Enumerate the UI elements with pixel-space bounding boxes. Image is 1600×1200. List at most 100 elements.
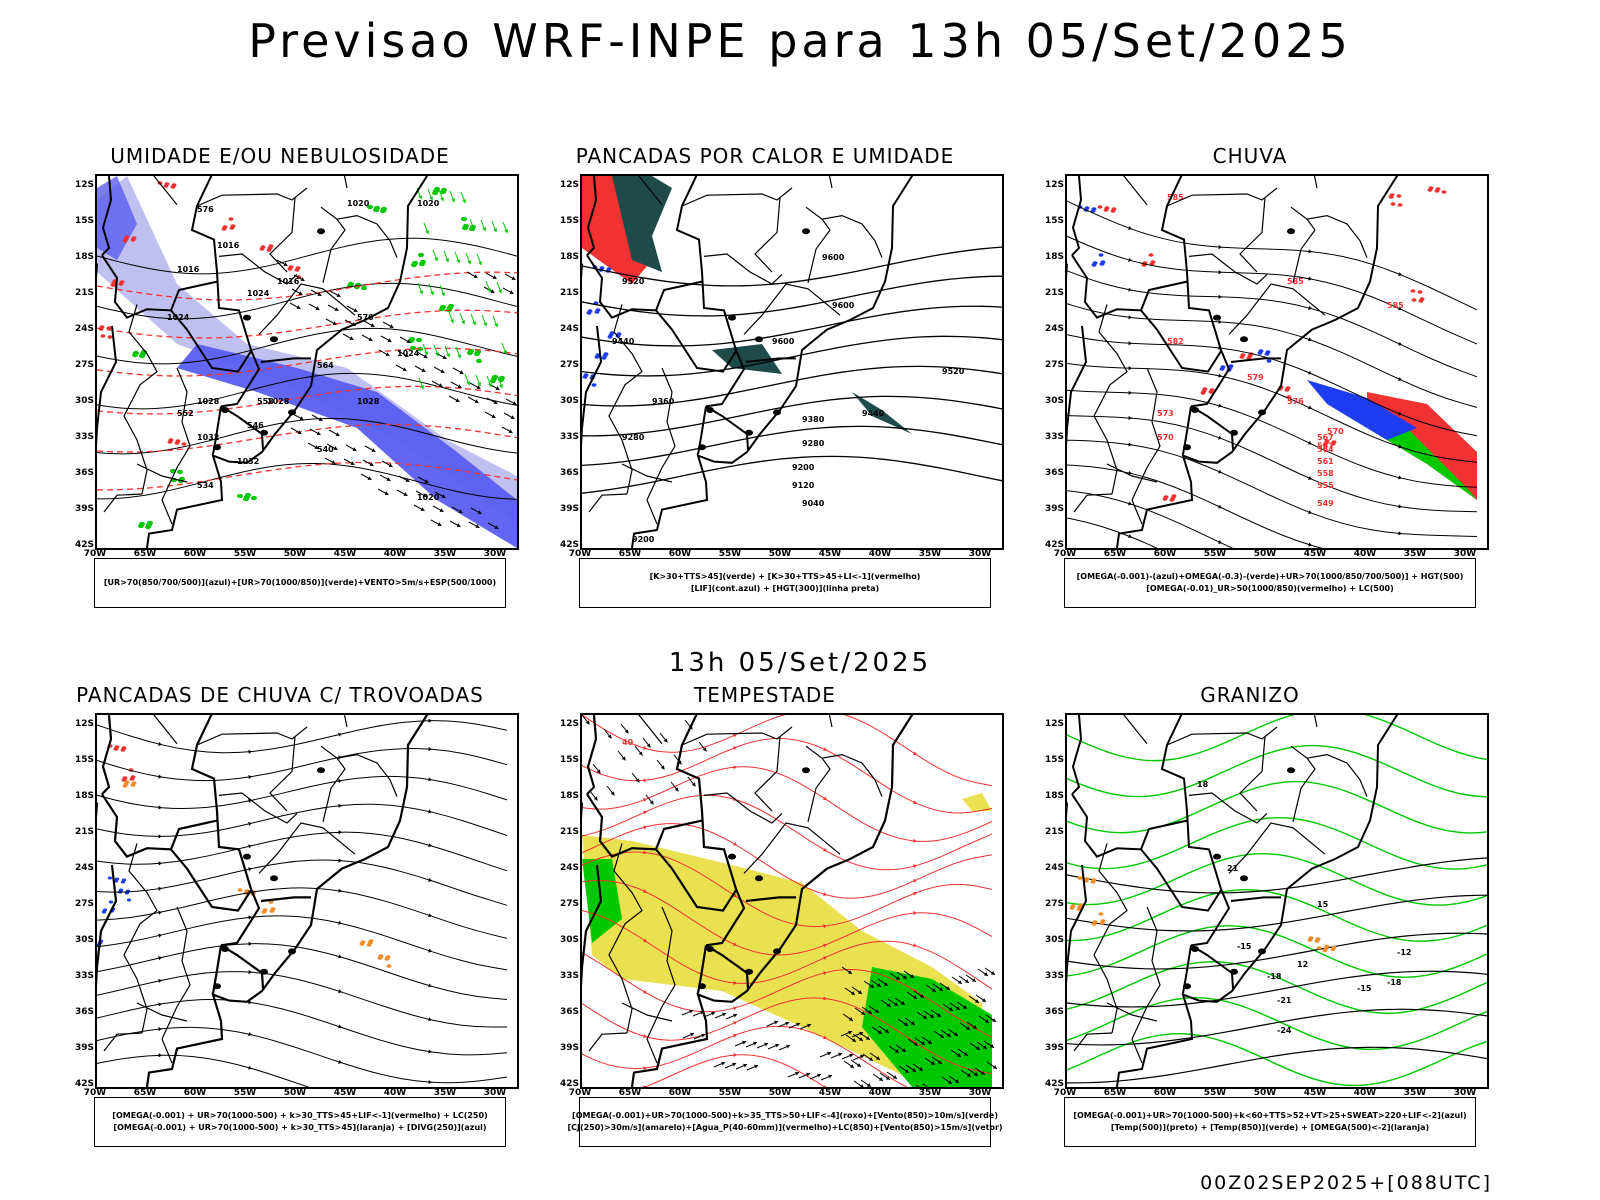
flow-arrow — [823, 956, 827, 960]
contour-line — [582, 365, 1002, 407]
red-convection-cell — [129, 777, 135, 781]
state-border — [101, 254, 218, 319]
streamline — [1067, 235, 1478, 345]
longitude-label: 30W — [1453, 549, 1477, 559]
latitude-label: 15S — [1044, 216, 1064, 226]
red-thickness-cell — [130, 238, 136, 242]
flow-arrow — [428, 877, 432, 882]
red-thickness-cell — [100, 334, 106, 338]
latitude-label: 24S — [74, 863, 94, 873]
red-precip-cell — [1411, 298, 1417, 302]
contour-line — [97, 462, 517, 500]
longitude-label: 40W — [1353, 549, 1377, 559]
streamline — [97, 998, 508, 1056]
wind-vector-head — [638, 751, 643, 756]
latitude-label: 36S — [74, 1007, 94, 1017]
red-thickness-cell — [107, 335, 113, 339]
latitude-label: 42S — [1044, 540, 1064, 550]
latitude-label: 15S — [74, 216, 94, 226]
longitude-label: 35W — [433, 549, 457, 559]
state-border — [1188, 253, 1268, 285]
latitude-label: 12S — [559, 180, 579, 190]
longitude-label: 55W — [233, 1088, 257, 1098]
green-humidity-cell — [145, 524, 151, 530]
contour-line — [582, 305, 1002, 347]
legend-box: [UR>70(850/700/500)](azul)+[UR>70(1000/8… — [94, 558, 506, 608]
flow-arrow — [643, 1066, 647, 1071]
state-border — [1093, 304, 1128, 495]
wind-vector-head — [849, 1064, 854, 1068]
streamline — [582, 879, 993, 956]
wind-vector-head — [494, 323, 499, 328]
orange-omega-cell — [1076, 907, 1082, 911]
contour-line — [97, 417, 517, 455]
wind-vector-head — [945, 986, 950, 990]
latitude-label: 18S — [74, 252, 94, 262]
wind-vector-head — [405, 478, 410, 482]
contour-label: 9600 — [822, 253, 845, 262]
orange-omega — [1069, 876, 1337, 953]
longitude-label: 70W — [1053, 1088, 1077, 1098]
flow-arrow — [1128, 366, 1132, 371]
flow-arrow — [1128, 415, 1132, 420]
lake-marker — [1191, 946, 1199, 952]
streamline — [97, 775, 508, 809]
contour-line — [1067, 961, 1487, 1015]
wind-vector-head — [689, 1009, 694, 1014]
state-border — [196, 187, 308, 207]
wind-vector-head — [593, 796, 598, 801]
latitude-label: 39S — [74, 504, 94, 514]
green-humidity-cell — [467, 350, 473, 356]
wind-vector-head — [971, 978, 976, 982]
wind-vector-head — [691, 782, 696, 787]
lake-marker — [213, 444, 221, 451]
wind-vector-head — [902, 975, 907, 979]
wind-vector-head — [318, 417, 323, 421]
streamline — [97, 1026, 508, 1084]
wind-vector-head — [446, 353, 451, 358]
flow-arrow — [1218, 270, 1222, 275]
wind-vector-head — [733, 1013, 738, 1018]
forecast-time-title: 13h 05/Set/2025 — [668, 648, 932, 678]
flow-arrow — [248, 1065, 252, 1070]
longitude-label: 40W — [868, 1088, 892, 1098]
wind-vector-head — [386, 477, 391, 481]
latitude-label: 36S — [1044, 468, 1064, 478]
contour-label: 1032 — [197, 433, 219, 442]
lake-marker — [1258, 948, 1266, 955]
flow-arrow — [338, 778, 342, 784]
contour-label: 576 — [1287, 397, 1304, 406]
map-frame: -12 -15 -18 -21 -24 -18 -15 12 15 18 21 — [1065, 713, 1489, 1089]
wind-vector-head — [635, 778, 640, 783]
flow-arrow — [1308, 276, 1312, 281]
latitude-label: 15S — [1044, 755, 1064, 765]
lake-marker — [773, 948, 781, 955]
longitude-label: 35W — [433, 1088, 457, 1098]
lake-marker — [243, 314, 251, 321]
wind-vector-head — [806, 1072, 811, 1077]
flow-arrow — [1128, 390, 1132, 395]
streamline — [97, 720, 508, 754]
wind-vector-head — [927, 1040, 932, 1044]
state-border — [586, 254, 703, 319]
lake-marker — [728, 314, 736, 321]
state-border — [1071, 793, 1188, 858]
wind-vector-head — [955, 1006, 960, 1010]
lake-marker — [288, 409, 296, 416]
red-precip-cell — [1434, 189, 1440, 193]
contour-label: 1020 — [417, 493, 440, 502]
state-border — [1228, 822, 1326, 874]
state-border — [805, 206, 831, 283]
wind-vector-head — [456, 523, 461, 527]
wind-vector-head — [512, 401, 517, 405]
wind-vector-head — [472, 321, 477, 326]
lake-marker — [706, 946, 714, 952]
wind-vector-head — [856, 1063, 861, 1067]
wind-vector-head — [371, 448, 376, 452]
contour-label: 567 — [1317, 433, 1334, 442]
lake-marker — [213, 983, 221, 990]
wind-vector-head — [850, 991, 855, 995]
wind-vector-head — [775, 1043, 780, 1048]
wind-vector-head — [467, 260, 472, 265]
flow-arrow — [733, 841, 737, 846]
